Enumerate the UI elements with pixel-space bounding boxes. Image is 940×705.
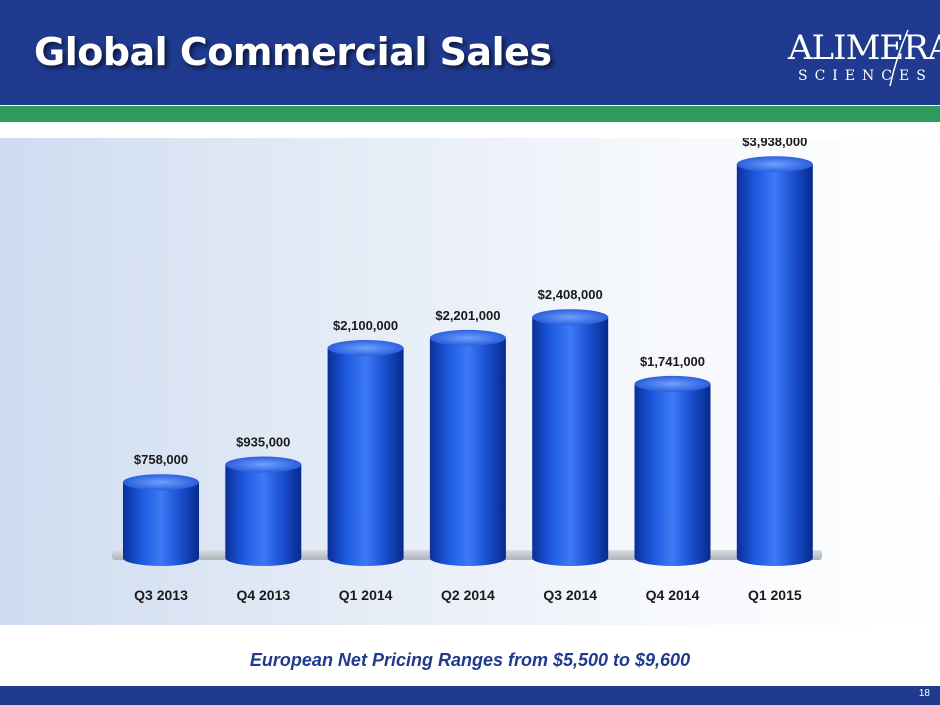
bar-body — [429, 337, 506, 566]
bar-top — [429, 329, 506, 346]
data-label: $1,741,000 — [640, 354, 705, 369]
bar — [429, 329, 506, 566]
header-band: Global Commercial Sales ALIMERA SCIENCES — [0, 0, 940, 105]
x-tick-label: Q3 2014 — [543, 587, 597, 603]
bar-body — [225, 464, 302, 566]
page-number: 18 — [918, 688, 930, 699]
bar — [736, 156, 813, 566]
bar-body — [532, 317, 609, 566]
bar — [123, 474, 199, 566]
x-tick-label: Q4 2013 — [236, 587, 290, 603]
x-tick-label: Q4 2014 — [646, 587, 700, 603]
bar-chart: $758,000 $935,000 $2,100,000 $2,201,000 $2,4… — [112, 138, 822, 603]
bar — [225, 456, 302, 566]
chart-panel: $758,000 $935,000 $2,100,000 $2,201,000 $2,4… — [0, 138, 940, 625]
slide-title: Global Commercial Sales — [34, 30, 552, 74]
bar-body — [736, 164, 813, 566]
footer-band: 18 — [0, 686, 940, 705]
bar-top — [327, 340, 404, 356]
x-tick-label: Q2 2014 — [441, 587, 495, 603]
bar-body — [634, 383, 711, 566]
data-label: $2,408,000 — [538, 287, 603, 302]
bar — [634, 375, 711, 566]
x-tick-label: Q3 2013 — [134, 587, 188, 603]
data-label: $935,000 — [236, 435, 290, 450]
logo-wordmark: ALIMERA — [788, 28, 940, 68]
logo-swoosh-icon — [889, 29, 909, 87]
x-tick-label: Q1 2015 — [748, 587, 802, 603]
bar-body — [123, 482, 199, 566]
bar-body — [327, 348, 404, 566]
data-label: $2,201,000 — [435, 308, 500, 323]
data-label: $2,100,000 — [333, 318, 398, 333]
bar-top — [532, 309, 609, 326]
footnote: European Net Pricing Ranges from $5,500 … — [249, 650, 691, 670]
data-label: $3,938,000 — [742, 138, 807, 149]
bar-top — [634, 375, 711, 392]
company-logo: ALIMERA SCIENCES — [780, 22, 940, 94]
bar — [532, 309, 609, 566]
data-label: $758,000 — [134, 452, 188, 467]
accent-stripe — [0, 106, 940, 122]
bar — [327, 340, 404, 566]
bar-top — [123, 474, 199, 491]
bar-top — [736, 156, 813, 173]
bar-top — [225, 456, 302, 473]
x-tick-label: Q1 2014 — [339, 587, 393, 603]
